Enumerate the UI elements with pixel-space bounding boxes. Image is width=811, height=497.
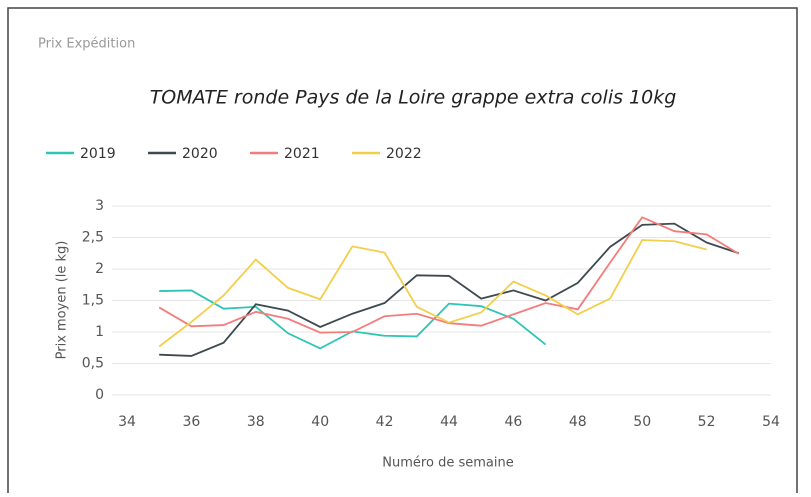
legend-label: 2020	[182, 146, 218, 162]
x-tick-label: 54	[762, 414, 780, 430]
series-line	[159, 222, 740, 357]
y-tick-label: 1,5	[82, 293, 104, 309]
x-tick-label: 50	[633, 414, 651, 430]
y-axis-label: Prix moyen (le kg)	[55, 241, 70, 360]
series-line	[159, 289, 547, 350]
x-tick-label: 44	[440, 414, 458, 430]
legend-label: 2022	[386, 146, 422, 162]
chart-title: TOMATE ronde Pays de la Loire grappe ext…	[150, 87, 677, 109]
x-tick-label: 36	[182, 414, 200, 430]
legend-label: 2021	[284, 146, 320, 162]
x-axis-label: Numéro de semaine	[382, 456, 513, 471]
y-tick-label: 2,5	[82, 230, 104, 246]
series-line	[158, 216, 740, 334]
x-tick-label: 42	[376, 414, 394, 430]
y-tick-label: 3	[95, 198, 104, 214]
y-tick-label: 2	[95, 261, 104, 277]
x-tick-label: 38	[247, 414, 265, 430]
x-tick-label: 34	[118, 414, 136, 430]
panel-title: Prix Expédition	[38, 37, 135, 52]
y-tick-label: 1	[95, 324, 104, 340]
legend-label: 2019	[80, 146, 116, 162]
x-tick-label: 40	[311, 414, 329, 430]
y-tick-label: 0,5	[82, 356, 104, 372]
panel-border	[7, 7, 798, 493]
series-line	[158, 239, 707, 348]
x-tick-label: 46	[504, 414, 522, 430]
y-tick-label: 0	[95, 387, 104, 403]
x-tick-label: 52	[698, 414, 716, 430]
x-tick-label: 48	[569, 414, 587, 430]
